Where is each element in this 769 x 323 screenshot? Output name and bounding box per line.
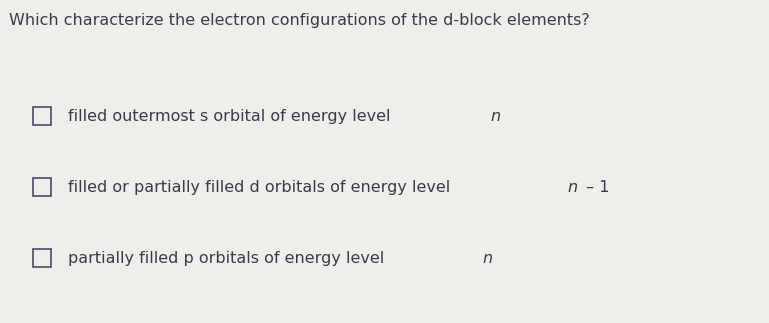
Text: Which characterize the electron configurations of the d-block elements?: Which characterize the electron configur… — [9, 13, 590, 28]
Text: n: n — [568, 180, 578, 195]
Text: filled outermost s orbital of energy level: filled outermost s orbital of energy lev… — [68, 109, 395, 124]
Text: – 1: – 1 — [581, 180, 609, 195]
Text: n: n — [491, 109, 501, 124]
Text: filled or partially filled d orbitals of energy level: filled or partially filled d orbitals of… — [68, 180, 455, 195]
Bar — [33, 107, 52, 125]
Text: n: n — [482, 251, 492, 266]
Text: partially filled p orbitals of energy level: partially filled p orbitals of energy le… — [68, 251, 389, 266]
Bar — [33, 178, 52, 196]
Bar — [33, 249, 52, 267]
